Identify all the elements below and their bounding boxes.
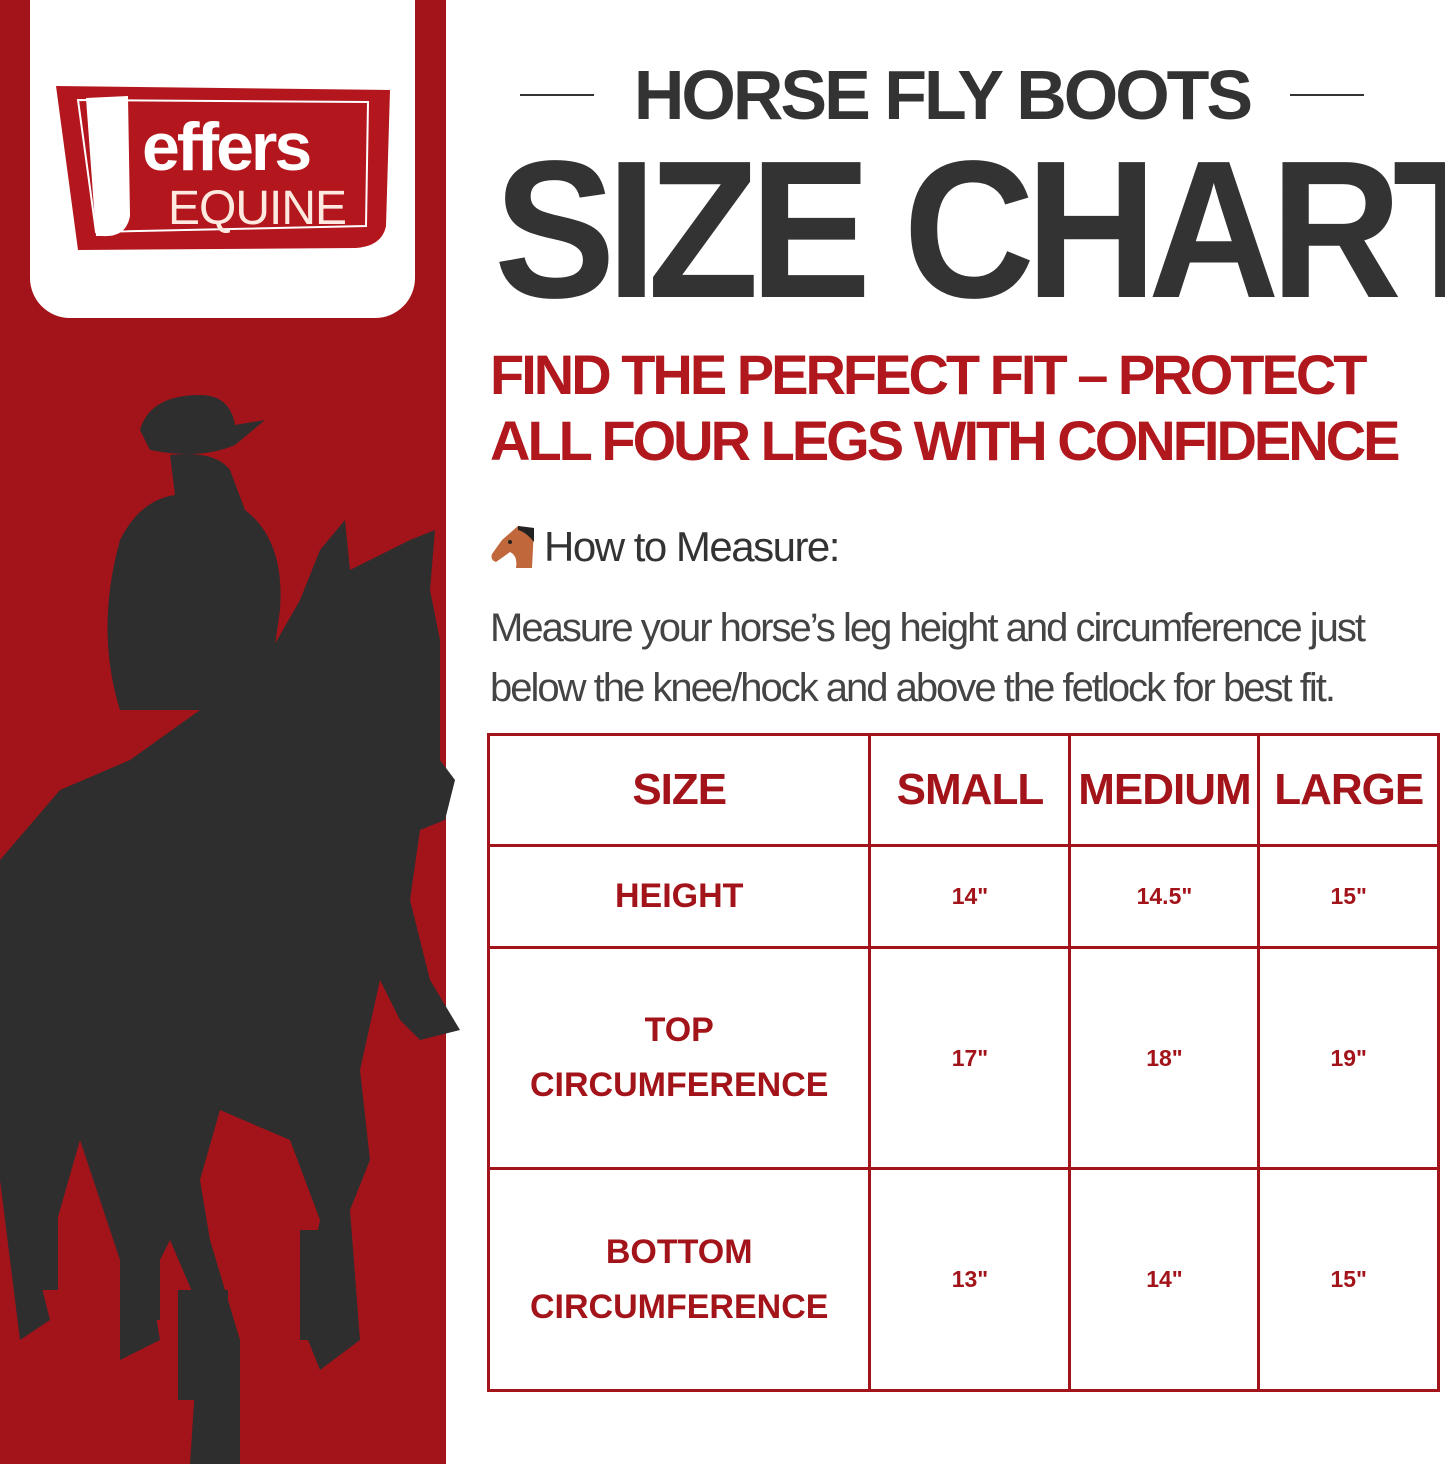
table-header-row: SIZE SMALL MEDIUM LARGE xyxy=(486,733,1440,847)
cell-value: 14" xyxy=(1068,1167,1261,1392)
cell-value: 14.5" xyxy=(1068,844,1261,949)
cell-value: 13" xyxy=(868,1167,1072,1392)
header-medium: MEDIUM xyxy=(1068,733,1261,847)
row-label: TOP CIRCUMFERENCE xyxy=(486,946,872,1170)
table-row: BOTTOM CIRCUMFERENCE 13" 14" 15" xyxy=(486,1167,1440,1392)
svg-text:effers: effers xyxy=(142,109,310,185)
cell-value: 15" xyxy=(1257,1167,1440,1392)
page-title: SIZE CHART xyxy=(494,120,1445,339)
subtitle: FIND THE PERFECT FIT – PROTECT ALL FOUR … xyxy=(490,343,1401,472)
row-label: BOTTOM CIRCUMFERENCE xyxy=(486,1167,872,1392)
how-to-label: How to Measure: xyxy=(544,523,840,570)
table-row: HEIGHT 14" 14.5" 15" xyxy=(486,844,1440,949)
cell-value: 17" xyxy=(868,946,1072,1170)
how-to-heading: How to Measure: xyxy=(488,522,840,572)
cell-value: 18" xyxy=(1068,946,1261,1170)
divider-line xyxy=(1290,94,1364,96)
cell-value: 19" xyxy=(1257,946,1440,1170)
horse-face-icon xyxy=(491,526,534,568)
kicker-heading: HORSE FLY BOOTS xyxy=(520,55,1364,135)
header-size: SIZE xyxy=(486,733,872,847)
kicker-text: HORSE FLY BOOTS xyxy=(633,56,1253,134)
jeffers-equine-logo: effers EQUINE xyxy=(56,86,390,250)
cell-value: 15" xyxy=(1257,844,1440,949)
cell-value: 14" xyxy=(868,844,1072,949)
svg-text:EQUINE: EQUINE xyxy=(168,182,346,235)
header-large: LARGE xyxy=(1257,733,1440,847)
horse-rider-silhouette xyxy=(0,395,460,1464)
size-table: SIZE SMALL MEDIUM LARGE HEIGHT 14" 14.5"… xyxy=(486,733,1440,1392)
table-row: TOP CIRCUMFERENCE 17" 18" 19" xyxy=(486,946,1440,1170)
header-small: SMALL xyxy=(868,733,1072,847)
row-label: HEIGHT xyxy=(486,844,872,949)
how-to-text: Measure your horse’s leg height and circ… xyxy=(490,606,1366,710)
divider-line xyxy=(520,94,594,96)
